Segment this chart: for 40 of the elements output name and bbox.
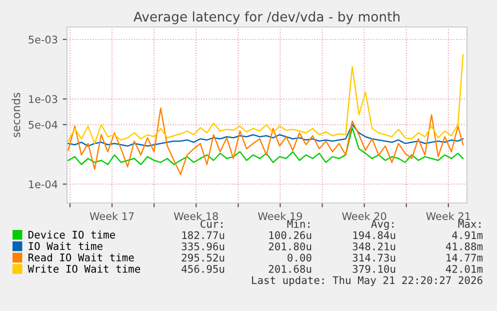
x-tick-label: Week 17: [90, 212, 134, 220]
text: 201.68u: [268, 264, 312, 273]
legend-label: Write IO Wait time: [28, 264, 140, 273]
text: 295.52u: [182, 254, 224, 262]
text: 348.21u: [352, 242, 396, 250]
line-series: [68, 108, 464, 176]
text: 4.91m: [452, 231, 483, 240]
text: 456.95u: [182, 264, 224, 273]
text: 41.88m: [446, 242, 483, 250]
legend-label: Read IO Wait time: [28, 253, 134, 262]
y-tick-label: 5e-04: [28, 120, 58, 129]
y-tick-label: 1e-03: [29, 95, 58, 104]
text: Cur:: [200, 220, 222, 228]
text: 14.77m: [446, 254, 483, 262]
text: Min:: [287, 220, 310, 228]
legend-label: Device IO time: [28, 230, 115, 239]
y-tick-label: 1e-04: [29, 180, 58, 188]
y-axis-title: seconds: [12, 92, 20, 138]
text: 379.10u: [352, 264, 396, 273]
text: 194.84u: [353, 231, 396, 240]
text: 201.80u: [268, 242, 312, 250]
y-tick-label: 5e-03: [28, 36, 58, 44]
text: Last update: Thu May 21 22:20:27 2026: [252, 276, 482, 286]
text: Avg:: [371, 220, 394, 230]
line-series: [68, 54, 464, 144]
legend-label: IO Wait time: [28, 242, 102, 250]
x-tick-label: Week 20: [342, 212, 386, 220]
text: 100.26u: [269, 231, 312, 240]
line-series: [68, 127, 464, 166]
chart-title: Average latency for /dev/vda - by month: [134, 11, 400, 24]
x-tick-label: Week 21: [426, 212, 470, 220]
text: 314.73u: [352, 254, 396, 262]
text: 182.77u: [182, 231, 224, 240]
text: 0.00: [288, 254, 312, 262]
line-series: [68, 124, 464, 147]
text: Max:: [458, 220, 480, 228]
x-tick-label: Week 18: [174, 212, 218, 220]
x-tick-label: Week 19: [258, 212, 302, 220]
text: 335.96u: [182, 242, 224, 250]
text: 42.01m: [446, 264, 483, 273]
